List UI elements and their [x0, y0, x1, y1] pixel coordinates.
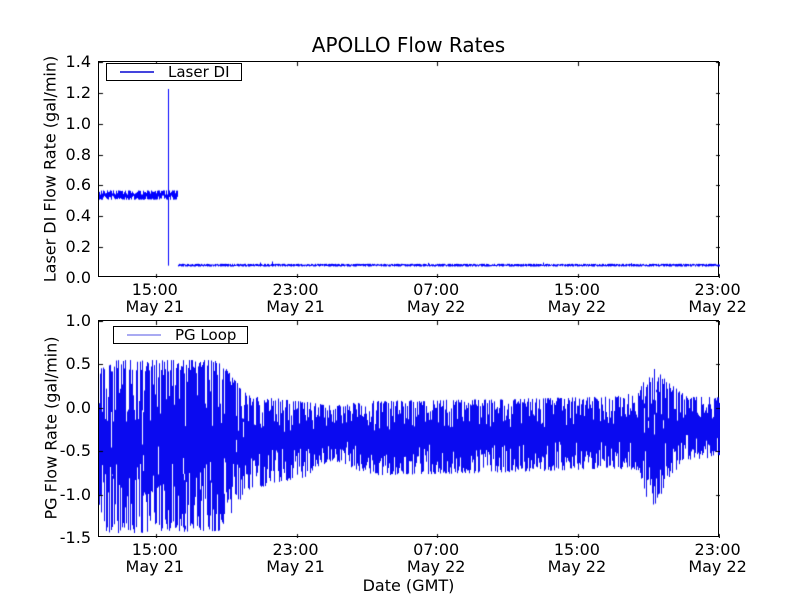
y-tick-label-top: 1.4	[39, 53, 91, 70]
x-tick-label-bottom: 15:00 May 21	[126, 541, 185, 575]
x-tick-label-top-text: 15:00	[553, 280, 600, 299]
x-axis-label: Date (GMT)	[362, 576, 455, 595]
x-tick-label-top: 07:00 May 22	[407, 281, 466, 315]
y-tick-label-top-text: 0.2	[65, 237, 91, 257]
y-tick-label-top-text: 1.2	[65, 82, 91, 102]
x-tick-label-top-text: May 22	[688, 297, 747, 316]
x-tick-label-top-text: May 21	[125, 297, 185, 316]
x-tick-label-top-text: May 22	[547, 297, 607, 316]
y-tick-label-bottom: -0.5	[39, 442, 91, 459]
x-tick-label-bottom: 07:00 May 22	[407, 541, 466, 575]
laser-di-series-plot	[99, 62, 720, 278]
y-tick-label-bottom: -1.0	[39, 486, 91, 503]
x-tick-label-bottom-text: May 21	[266, 557, 325, 576]
y-tick-label-top: 0.8	[39, 146, 91, 163]
top-legend: Laser DI	[106, 63, 242, 81]
x-tick-label-top-text: 23:00	[694, 280, 741, 299]
x-tick-label-top: 15:00 May 22	[548, 281, 607, 315]
y-tick-label-top: 0.2	[39, 238, 91, 255]
x-tick-label-top-text: May 22	[406, 297, 466, 316]
bottom-plot-area: PG Loop	[98, 320, 720, 538]
y-tick-label-top-text: 1.0	[65, 113, 91, 133]
y-tick-label-bottom: 1.0	[39, 312, 91, 329]
y-tick-label-bottom-text: 1.0	[65, 311, 91, 330]
x-tick-label-bottom: 15:00 May 22	[548, 541, 607, 575]
x-tick-label-top-text: 15:00	[131, 280, 178, 299]
pg-loop-legend-line	[127, 334, 161, 336]
y-tick-label-bottom: 0.5	[39, 355, 91, 372]
y-tick-label-top: 0.4	[39, 207, 91, 224]
y-tick-label-top-text: 0.6	[65, 175, 91, 195]
y-tick-label-bottom-text: -1.0	[59, 484, 91, 504]
x-tick-label-bottom: 23:00 May 21	[266, 541, 325, 575]
x-tick-label-top: 15:00 May 21	[126, 281, 185, 315]
x-tick-label-bottom-text: May 22	[547, 557, 607, 576]
x-tick-label-bottom-text: 23:00	[694, 540, 741, 559]
x-tick-label-top-text: 07:00	[413, 280, 460, 299]
x-tick-label-top: 23:00 May 21	[266, 281, 325, 315]
y-tick-label-bottom: 0.0	[39, 399, 91, 416]
x-tick-label-top-text: 23:00	[272, 280, 319, 299]
y-tick-label-bottom-text: 0.0	[65, 397, 91, 417]
x-tick-label-bottom-text: May 21	[125, 557, 185, 576]
laser-di-legend-line	[120, 71, 154, 73]
laser-di-legend-label: Laser DI	[168, 62, 230, 81]
top-plot-area: Laser DI	[98, 61, 720, 278]
x-tick-label-bottom-text: 15:00	[553, 540, 600, 559]
x-tick-label-bottom: 23:00 May 22	[688, 541, 747, 575]
x-tick-label-bottom-text: May 22	[688, 557, 747, 576]
x-tick-label-top: 23:00 May 22	[688, 281, 747, 315]
bottom-legend: PG Loop	[113, 325, 249, 344]
y-tick-label-bottom: -1.5	[39, 529, 91, 546]
y-tick-label-top-text: 0.8	[65, 144, 91, 164]
y-tick-label-top-text: 0.4	[65, 206, 91, 226]
pg-loop-legend-label: PG Loop	[175, 325, 237, 344]
x-tick-label-bottom-text: 15:00	[131, 540, 178, 559]
x-tick-label-bottom-text: 07:00	[413, 540, 460, 559]
y-tick-label-bottom-text: -0.5	[59, 441, 91, 461]
x-tick-label-bottom-text: May 22	[406, 557, 466, 576]
y-tick-label-top: 0.6	[39, 176, 91, 193]
y-tick-label-top: 0.0	[39, 269, 91, 286]
y-tick-label-top-text: 1.4	[65, 52, 91, 71]
y-tick-label-top: 1.0	[39, 115, 91, 132]
x-tick-label-top-text: May 21	[266, 297, 325, 316]
y-tick-label-top-text: 0.0	[65, 268, 91, 287]
y-tick-label-bottom-text: -1.5	[59, 528, 91, 547]
y-tick-label-bottom-text: 0.5	[65, 354, 91, 374]
chart-title: APOLLO Flow Rates	[311, 33, 506, 57]
x-tick-label-bottom-text: 23:00	[272, 540, 319, 559]
y-tick-label-top: 1.2	[39, 84, 91, 101]
pg-loop-series-plot	[99, 321, 720, 538]
